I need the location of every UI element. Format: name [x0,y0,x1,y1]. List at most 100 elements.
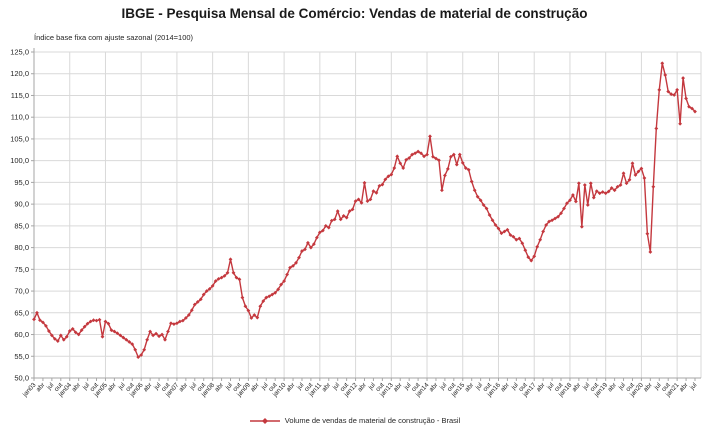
data-point-marker [341,213,346,218]
data-point-marker [571,193,575,197]
data-point-marker [612,188,617,193]
data-point-marker [472,188,477,193]
data-point-marker [264,295,269,300]
data-point-marker [297,255,301,260]
data-point-marker [35,310,39,315]
x-tick-label: jul [545,381,556,392]
data-point-marker [279,282,284,287]
x-tick-label: jul [688,381,699,392]
data-point-marker [335,209,340,213]
data-point-marker [303,247,307,252]
data-point-marker [359,200,364,205]
x-tick-label: jul [438,381,449,392]
data-point-marker [600,190,605,194]
data-point-marker [672,93,677,97]
data-point-marker [282,279,287,283]
data-point-marker [243,304,248,309]
x-tick-label: jul [117,381,128,392]
data-point-marker [532,254,537,259]
data-point-marker [463,166,468,170]
data-point-marker [133,347,138,352]
data-point-marker [97,317,102,322]
data-point-marker [529,258,534,263]
data-point-marker [222,273,227,278]
data-point-marker [172,322,176,327]
data-point-marker [291,263,295,268]
y-tick-label: 50,0 [14,374,29,383]
data-point-marker [663,73,668,77]
y-tick-label: 110,0 [11,113,29,122]
y-tick-label: 120,0 [10,69,29,78]
data-point-marker [103,319,108,324]
y-tick-label: 65,0 [14,308,29,317]
data-point-marker [365,199,370,203]
data-point-marker [562,206,566,211]
data-point-marker [300,249,304,253]
x-tick-label: out [518,382,529,394]
data-point-marker [371,189,376,193]
data-point-marker [645,231,650,236]
data-point-marker [633,173,638,177]
data-point-marker [67,329,72,333]
data-point-marker [82,324,87,329]
data-point-marker [154,331,158,336]
x-tick-label: jul [581,381,592,392]
data-point-marker [469,179,474,184]
x-tick-label: out [625,382,636,394]
data-point-marker [183,316,188,320]
x-tick-label: jul [617,381,628,392]
data-point-marker [553,216,557,221]
data-point-marker [582,183,587,187]
data-point-marker [317,230,322,235]
data-point-marker [160,332,164,337]
x-tick-label: out [553,382,564,394]
x-tick-label: jul [81,381,92,392]
y-tick-label: 125,0 [10,48,29,57]
data-point-marker [460,160,465,165]
data-point-marker [624,181,629,186]
data-point-marker [484,206,489,211]
data-point-marker [660,61,665,66]
data-point-marker [112,329,117,334]
data-point-marker [210,283,215,288]
data-point-marker [606,189,611,194]
data-point-marker [234,275,239,280]
data-point-marker [445,167,450,171]
data-point-marker [666,89,671,94]
x-tick-label: out [53,382,64,394]
data-point-marker [425,152,429,157]
y-tick-label: 70,0 [14,287,29,296]
data-point-marker [163,337,167,342]
data-point-marker [690,106,694,111]
data-point-marker [517,236,522,241]
data-point-marker [681,76,685,80]
data-point-marker [627,177,632,182]
data-point-marker [451,152,456,157]
y-tick-label: 75,0 [14,265,29,274]
x-tick-label: jul [188,381,199,392]
data-point-marker [207,286,212,291]
data-point-marker [550,218,554,223]
x-tick-label: out [232,382,243,394]
data-point-marker [383,177,388,182]
x-tick-label: out [124,382,135,394]
data-point-marker [377,183,382,188]
data-point-marker [448,154,453,159]
data-point-marker [127,340,132,344]
data-point-marker [61,337,66,342]
data-point-marker [648,250,653,254]
data-point-marker [466,167,471,172]
data-point-marker [585,203,590,207]
data-point-marker [347,209,352,213]
x-tick-label: jul [224,381,235,392]
y-tick-label: 80,0 [14,243,29,252]
data-point-marker [52,336,57,341]
data-point-marker [32,317,36,322]
data-point-marker [422,154,426,159]
data-point-marker [38,318,42,323]
y-tick-label: 95,0 [14,178,29,187]
data-point-marker [687,104,691,109]
data-point-marker [413,151,418,156]
data-point-marker [309,245,313,250]
x-tick-label: out [375,382,386,394]
